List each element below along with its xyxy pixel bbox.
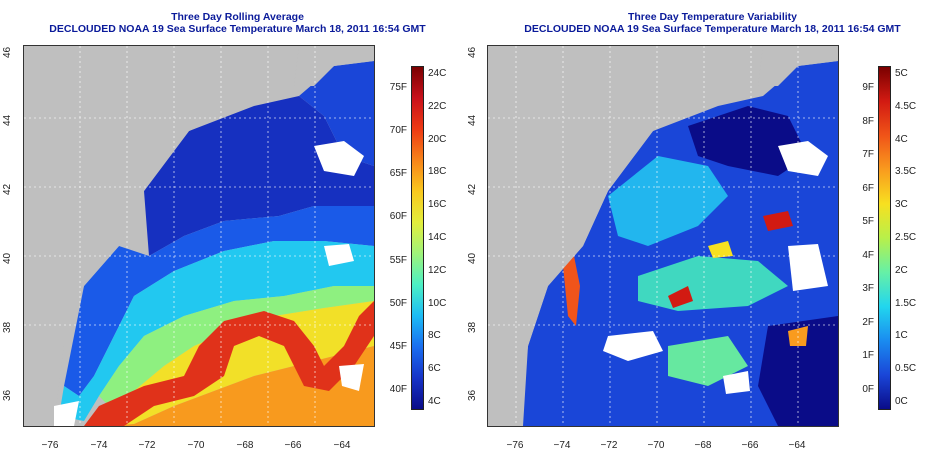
high-variability — [668, 286, 693, 308]
lon-label: −64 — [788, 440, 806, 451]
lon-label: −66 — [284, 440, 302, 451]
scale-c-label: 0.5C — [895, 363, 917, 375]
slope-water-cyan — [59, 241, 374, 421]
scale-f-label: 9F — [862, 82, 874, 93]
scale-c-label: 1.5C — [895, 297, 917, 309]
scale-c-label: 10C — [428, 297, 447, 309]
lon-label: −64 — [333, 440, 351, 451]
lat-label: 44 — [467, 114, 478, 126]
no-data-patch — [723, 371, 750, 394]
sst-variability-panel: Three Day Temperature Variability DECLOU… — [467, 0, 950, 475]
scale-c-label: 1C — [895, 330, 908, 342]
lat-label: 38 — [2, 321, 13, 333]
scale-f-label: 75F — [389, 82, 407, 93]
shelf-water — [64, 206, 374, 396]
land-mainland — [488, 46, 763, 426]
scale-c-label: 24C — [428, 68, 447, 79]
scale-f-label: 2F — [862, 316, 874, 328]
scale-c-label: 4C — [428, 396, 441, 407]
right-subtitle: DECLOUDED NOAA 19 Sea Surface Temperatur… — [524, 23, 901, 35]
no-data-patch — [339, 364, 364, 391]
lon-label: −76 — [41, 440, 59, 451]
scale-f-label: 45F — [389, 340, 407, 352]
lat-label: 46 — [2, 46, 13, 58]
scale-f-label: 60F — [389, 211, 407, 223]
high-variability — [763, 211, 793, 231]
lat-label: 42 — [2, 183, 13, 195]
lon-label: −70 — [647, 440, 665, 451]
scale-f-label: 6F — [862, 182, 874, 194]
left-title: Three Day Rolling Average — [171, 11, 304, 23]
scale-f-label: 0F — [862, 384, 874, 395]
scale-c-label: 3C — [895, 199, 908, 211]
no-data-patch — [54, 401, 79, 426]
scale-c-label: 16C — [428, 199, 447, 211]
scale-c-label: 20C — [428, 133, 447, 145]
left-subtitle: DECLOUDED NOAA 19 Sea Surface Temperatur… — [49, 23, 426, 35]
scale-f-label: 8F — [862, 115, 874, 127]
lon-label: −74 — [90, 440, 108, 451]
sst-average-map — [23, 45, 375, 427]
scale-c-label: 2.5C — [895, 232, 917, 243]
scale-f-label: 40F — [389, 384, 407, 395]
scale-c-label: 5C — [895, 68, 908, 79]
mid-variability — [668, 336, 748, 386]
scale-c-label: 3.5C — [895, 166, 917, 178]
scale-c-label: 4.5C — [895, 100, 917, 112]
scale-f-label: 55F — [389, 254, 407, 266]
land-nova-scotia — [294, 46, 374, 86]
sst-variability-map — [487, 45, 839, 427]
lon-label: −66 — [741, 440, 759, 451]
lon-label: −68 — [694, 440, 712, 451]
scale-f-label: 65F — [389, 168, 407, 180]
scotian-shelf-water — [299, 61, 374, 166]
sst-average-panel: Three Day Rolling Average DECLOUDED NOAA… — [2, 11, 447, 451]
mid-variability — [608, 156, 728, 246]
sst-colorbar — [411, 66, 424, 410]
lon-label: −74 — [553, 440, 571, 451]
low-variability — [688, 106, 808, 176]
scale-f-label: 4F — [862, 249, 874, 261]
right-title: Three Day Temperature Variability — [627, 11, 798, 23]
scale-f-label: 1F — [862, 350, 874, 362]
lon-label: −76 — [506, 440, 524, 451]
scale-c-label: 6C — [428, 363, 441, 375]
lat-label: 46 — [467, 46, 478, 58]
no-data-patch — [314, 141, 364, 176]
lat-label: 40 — [2, 252, 13, 264]
lon-label: −70 — [187, 440, 205, 451]
scale-f-label: 5F — [862, 216, 874, 228]
lon-label: −72 — [138, 440, 156, 451]
no-data-patch — [324, 244, 354, 266]
scale-c-label: 8C — [428, 330, 441, 342]
scale-c-label: 14C — [428, 232, 447, 243]
no-data-patch — [778, 141, 828, 176]
scale-c-label: 4C — [895, 133, 908, 145]
lat-label: 40 — [467, 252, 478, 264]
lat-label: 42 — [467, 183, 478, 195]
gulf-stream-core — [84, 301, 374, 426]
scale-f-label: 50F — [389, 297, 407, 309]
lon-label: −68 — [236, 440, 254, 451]
lat-label: 38 — [467, 321, 478, 333]
lat-label: 36 — [467, 389, 478, 401]
scale-f-label: 3F — [862, 283, 874, 295]
variability-colorbar — [878, 66, 891, 410]
lat-label: 44 — [2, 114, 13, 126]
scale-c-label: 0C — [895, 396, 908, 407]
scale-c-label: 2C — [895, 264, 908, 276]
lon-label: −72 — [600, 440, 618, 451]
lat-label: 36 — [2, 389, 13, 401]
no-data-patch — [603, 331, 663, 361]
scale-c-label: 22C — [428, 100, 447, 112]
scale-c-label: 12C — [428, 264, 447, 276]
land-mainland — [24, 46, 299, 426]
scale-c-label: 18C — [428, 166, 447, 178]
cold-gulf-of-maine — [144, 96, 374, 256]
scale-f-label: 70F — [389, 125, 407, 137]
high-variability — [563, 251, 580, 326]
scale-f-label: 7F — [862, 149, 874, 161]
high-variability — [708, 241, 733, 258]
